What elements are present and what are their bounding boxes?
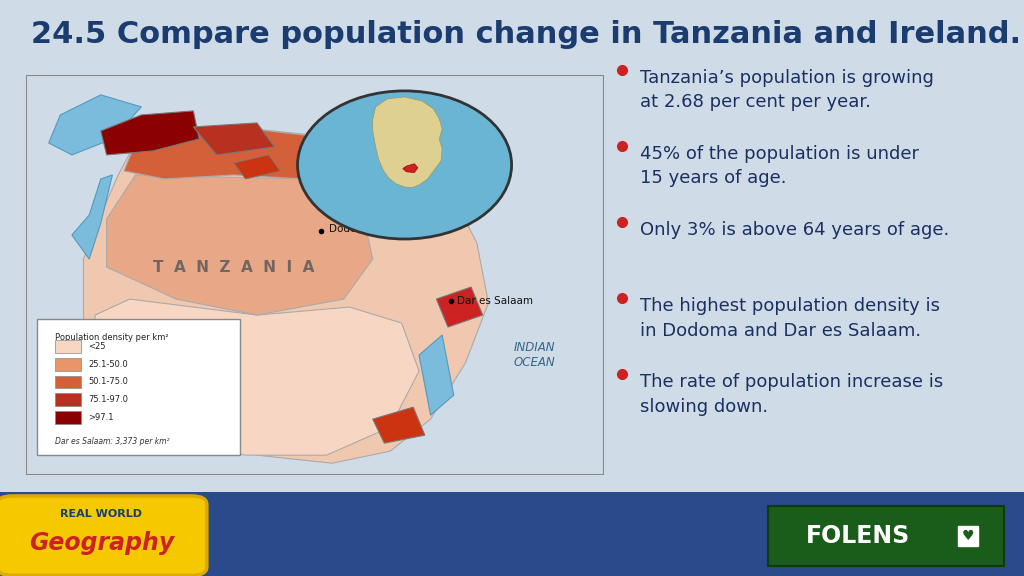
Bar	[54, 411, 81, 423]
FancyBboxPatch shape	[37, 319, 240, 455]
Polygon shape	[124, 127, 361, 179]
Text: >97.1: >97.1	[88, 412, 114, 422]
FancyBboxPatch shape	[0, 496, 207, 575]
Polygon shape	[100, 111, 199, 155]
Polygon shape	[95, 299, 419, 455]
Text: INDIAN
OCEAN: INDIAN OCEAN	[514, 341, 556, 369]
Text: 50.1-75.0: 50.1-75.0	[88, 377, 128, 386]
Bar	[54, 393, 81, 406]
Bar	[54, 376, 81, 388]
Circle shape	[298, 91, 512, 239]
Text: Only 3% is above 64 years of age.: Only 3% is above 64 years of age.	[640, 221, 949, 239]
Text: Dar es Salaam: 3,373 per km²: Dar es Salaam: 3,373 per km²	[54, 437, 169, 446]
Polygon shape	[49, 95, 141, 155]
Text: T  A  N  Z  A  N  I  A: T A N Z A N I A	[154, 260, 314, 275]
Text: 25.1-50.0: 25.1-50.0	[88, 360, 128, 369]
Text: 45% of the population is under
15 years of age.: 45% of the population is under 15 years …	[640, 145, 919, 187]
Bar	[54, 358, 81, 371]
Polygon shape	[194, 123, 274, 155]
Text: REAL WORLD: REAL WORLD	[60, 509, 142, 519]
Text: Geography: Geography	[29, 530, 174, 555]
Bar	[0, 492, 1024, 576]
Text: Dodoma: Dodoma	[330, 224, 373, 234]
Text: Dar es Salaam: Dar es Salaam	[457, 296, 532, 306]
Polygon shape	[72, 175, 113, 259]
Text: ♥: ♥	[962, 529, 974, 543]
Polygon shape	[233, 155, 281, 179]
Bar	[54, 340, 81, 353]
Polygon shape	[402, 164, 418, 173]
Polygon shape	[436, 287, 482, 327]
Text: The rate of population increase is
slowing down.: The rate of population increase is slowi…	[640, 373, 943, 415]
Polygon shape	[106, 175, 373, 315]
Polygon shape	[373, 407, 425, 443]
Text: 75.1-97.0: 75.1-97.0	[88, 395, 128, 404]
Text: FOLENS: FOLENS	[806, 524, 910, 548]
Text: Population density per km²: Population density per km²	[54, 333, 168, 342]
Text: <25: <25	[88, 342, 105, 351]
Bar	[0, 0, 1024, 492]
Polygon shape	[303, 131, 384, 167]
Text: Tanzania’s population is growing
at 2.68 per cent per year.: Tanzania’s population is growing at 2.68…	[640, 69, 934, 111]
Polygon shape	[419, 335, 454, 415]
Text: 24.5 Compare population change in Tanzania and Ireland.: 24.5 Compare population change in Tanzan…	[31, 20, 1021, 49]
Polygon shape	[83, 127, 488, 463]
FancyBboxPatch shape	[768, 506, 1004, 566]
Text: The highest population density is
in Dodoma and Dar es Salaam.: The highest population density is in Dod…	[640, 297, 940, 339]
Polygon shape	[373, 97, 442, 188]
